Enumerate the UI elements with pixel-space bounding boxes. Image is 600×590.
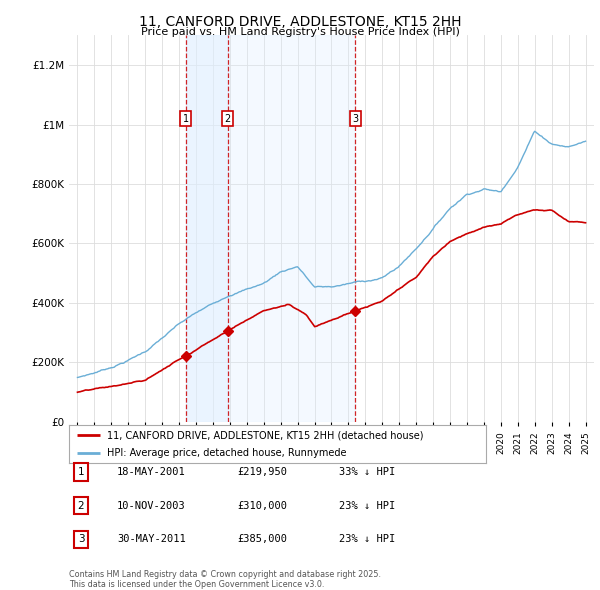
Text: £310,000: £310,000 bbox=[237, 501, 287, 510]
Text: £385,000: £385,000 bbox=[237, 535, 287, 544]
Bar bbox=[227, 35, 355, 422]
Text: Contains HM Land Registry data © Crown copyright and database right 2025.
This d: Contains HM Land Registry data © Crown c… bbox=[69, 570, 381, 589]
Text: £219,950: £219,950 bbox=[237, 467, 287, 477]
Text: 11, CANFORD DRIVE, ADDLESTONE, KT15 2HH: 11, CANFORD DRIVE, ADDLESTONE, KT15 2HH bbox=[139, 15, 461, 29]
Text: Price paid vs. HM Land Registry's House Price Index (HPI): Price paid vs. HM Land Registry's House … bbox=[140, 27, 460, 37]
Text: 3: 3 bbox=[352, 114, 358, 124]
Text: 2: 2 bbox=[224, 114, 230, 124]
Text: 30-MAY-2011: 30-MAY-2011 bbox=[117, 535, 186, 544]
Text: 3: 3 bbox=[77, 535, 85, 544]
Text: 1: 1 bbox=[182, 114, 188, 124]
Text: 23% ↓ HPI: 23% ↓ HPI bbox=[339, 501, 395, 510]
Text: 11, CANFORD DRIVE, ADDLESTONE, KT15 2HH (detached house): 11, CANFORD DRIVE, ADDLESTONE, KT15 2HH … bbox=[107, 430, 423, 440]
Text: 18-MAY-2001: 18-MAY-2001 bbox=[117, 467, 186, 477]
Text: 1: 1 bbox=[77, 467, 85, 477]
Text: 2: 2 bbox=[77, 501, 85, 510]
Text: 10-NOV-2003: 10-NOV-2003 bbox=[117, 501, 186, 510]
Text: 33% ↓ HPI: 33% ↓ HPI bbox=[339, 467, 395, 477]
Text: 23% ↓ HPI: 23% ↓ HPI bbox=[339, 535, 395, 544]
Text: HPI: Average price, detached house, Runnymede: HPI: Average price, detached house, Runn… bbox=[107, 448, 346, 458]
Bar bbox=[185, 35, 227, 422]
